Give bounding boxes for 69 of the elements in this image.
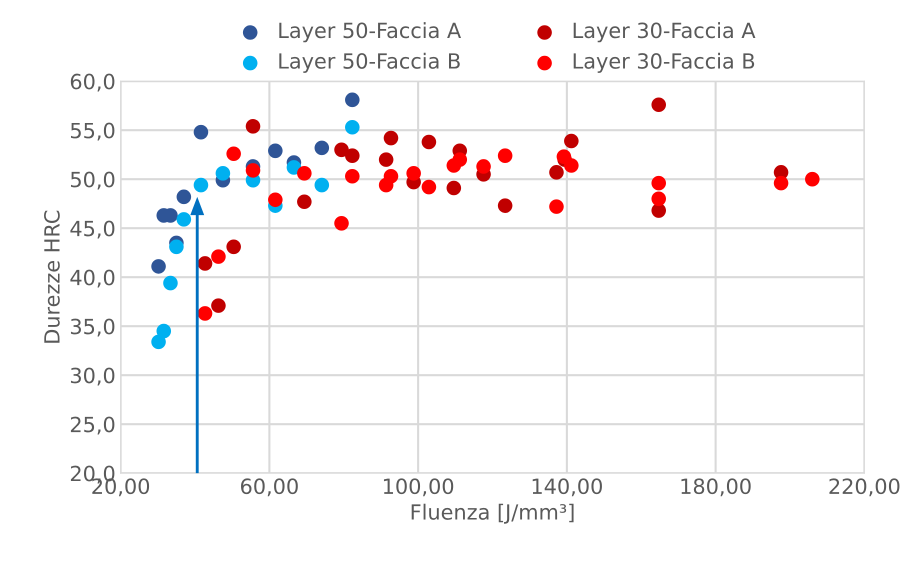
point <box>314 178 330 192</box>
x-tick-label: 180,00 <box>681 478 751 496</box>
point <box>151 259 166 274</box>
point <box>446 180 462 196</box>
legend-label: Layer 50-Faccia B <box>279 52 460 73</box>
point <box>163 276 178 290</box>
point <box>286 160 302 175</box>
y-axis-title: Durezze HRC <box>44 210 60 343</box>
x-tick-label: 220,00 <box>829 478 900 496</box>
point <box>498 198 512 213</box>
legend-label: Layer 50-Faccia A <box>279 22 462 42</box>
point <box>345 148 360 163</box>
point <box>334 142 349 158</box>
y-tick-label: 40,0 <box>70 270 114 288</box>
x-axis-title: Fluenza [J/mm³] <box>412 504 574 524</box>
point <box>198 256 212 271</box>
x-tick-label: 60,00 <box>241 478 298 496</box>
point <box>378 178 394 192</box>
point <box>268 192 283 208</box>
point <box>345 168 360 184</box>
point <box>651 97 666 112</box>
point <box>334 216 349 231</box>
y-tick-label: 60,0 <box>70 74 114 92</box>
y-tick-label: 35,0 <box>70 318 114 337</box>
y-tick-label: 50,0 <box>70 172 114 190</box>
point <box>476 159 491 174</box>
point <box>549 165 564 180</box>
point <box>774 176 788 190</box>
point <box>156 324 172 338</box>
point <box>211 298 226 313</box>
point <box>297 166 312 181</box>
legend-label: Layer 30-Faccia A <box>574 22 756 42</box>
point <box>297 194 312 210</box>
legend-label: Layer 30-Faccia B <box>574 52 754 73</box>
point <box>378 152 394 167</box>
point <box>805 172 820 186</box>
point <box>345 92 360 108</box>
y-tick-label: 55,0 <box>70 122 114 141</box>
point <box>406 166 421 181</box>
point <box>564 134 579 148</box>
point <box>314 140 330 156</box>
point <box>422 180 436 194</box>
point <box>452 152 468 167</box>
point <box>216 166 230 181</box>
point <box>246 163 260 178</box>
point <box>422 134 436 150</box>
point <box>226 240 241 254</box>
point <box>384 130 398 146</box>
point <box>194 178 208 192</box>
point <box>651 192 666 206</box>
x-tick-label: 100,00 <box>384 478 454 496</box>
point <box>498 148 512 163</box>
point <box>549 199 564 214</box>
point <box>169 240 184 254</box>
y-tick-label: 25,0 <box>70 416 114 434</box>
point <box>198 306 212 321</box>
point <box>651 176 666 190</box>
point <box>345 120 360 135</box>
point <box>211 249 226 264</box>
point <box>268 144 283 158</box>
y-tick-label: 30,0 <box>70 368 114 386</box>
point <box>194 124 208 140</box>
point <box>246 119 260 134</box>
point <box>176 212 192 227</box>
x-tick-label: 140,00 <box>532 478 602 496</box>
point <box>151 334 166 350</box>
y-tick-label: 45,0 <box>70 220 114 239</box>
point <box>226 146 241 162</box>
point <box>176 190 192 204</box>
